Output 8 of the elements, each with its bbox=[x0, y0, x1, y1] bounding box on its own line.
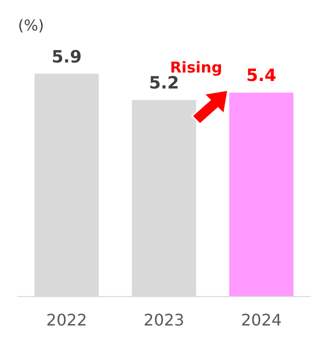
x-tick-label: 2022 bbox=[46, 310, 88, 330]
x-tick-label: 2023 bbox=[144, 310, 184, 330]
x-tick-label: 2024 bbox=[240, 310, 282, 330]
data-label: 5.4 bbox=[246, 66, 277, 86]
data-label: 5.9 bbox=[52, 47, 82, 68]
annotation: Rising bbox=[170, 58, 222, 76]
data-label: 5.2 bbox=[148, 74, 180, 94]
y-axis-title: (%) bbox=[18, 16, 44, 34]
